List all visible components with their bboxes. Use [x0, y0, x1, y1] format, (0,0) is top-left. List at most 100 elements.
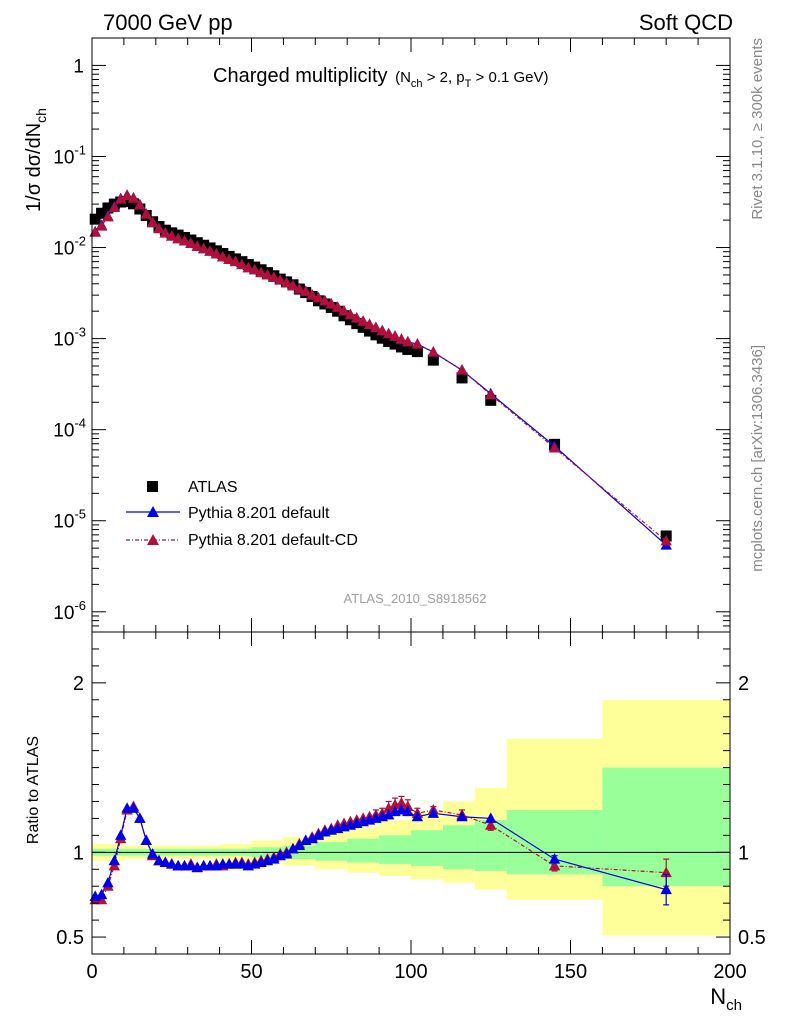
- ratio-default-point: [127, 802, 140, 813]
- cd-point: [159, 227, 172, 238]
- atlas-point: [121, 196, 133, 208]
- cd-point: [217, 250, 229, 262]
- legend-marker-default: [147, 506, 159, 517]
- atlas-point: [383, 335, 395, 347]
- cd-point: [236, 258, 248, 270]
- energy-label: 7000 GeV pp: [103, 10, 233, 35]
- ratio-y-tick-labels: 0.5 0.5 1 1 2 2: [56, 673, 766, 949]
- cd-point: [427, 346, 440, 357]
- cd-point: [134, 199, 146, 210]
- legend-marker-atlas: [147, 481, 158, 492]
- cd-point: [370, 321, 382, 333]
- cd-point: [178, 234, 191, 246]
- uncertainty-band-inner: [379, 835, 411, 865]
- atlas-point: [376, 332, 388, 344]
- cd-point: [95, 220, 108, 231]
- cd-point: [376, 324, 388, 336]
- atlas-point: [96, 207, 108, 219]
- atlas-point: [389, 338, 401, 350]
- legend: ATLAS Pythia 8.201 default Pythia 8.201 …: [126, 479, 358, 549]
- cd-point: [108, 201, 121, 213]
- ratio-x-tick-labels: 0 50 100 150 200: [86, 961, 746, 983]
- cd-point: [261, 268, 274, 280]
- atlas-point: [351, 318, 363, 330]
- cd-point: [102, 210, 114, 222]
- cd-point: [456, 364, 468, 375]
- cd-point: [331, 301, 344, 312]
- ratio-default-point: [402, 805, 414, 817]
- cd-point: [411, 338, 424, 349]
- atlas-point: [411, 346, 423, 358]
- x-tick-label: 200: [713, 961, 746, 983]
- cd-point: [223, 253, 235, 264]
- cd-point: [121, 189, 133, 201]
- cd-point: [191, 240, 203, 251]
- ratio-default-point: [268, 853, 280, 864]
- main-y-axis-label: 1/σ dσ/dNch: [23, 108, 49, 212]
- atlas-point: [364, 325, 376, 337]
- ratio-default-point: [411, 810, 424, 822]
- mcplots-info: mcplots.cern.ch [arXiv:1306.3436]: [749, 345, 766, 572]
- ratio-panel: 0.5 0.51 12 2 0 50 100 150 200 Ratio to ATLAS N…: [25, 631, 766, 1014]
- ratio-default-point: [236, 858, 248, 869]
- legend-entry-atlas: ATLAS: [147, 479, 238, 496]
- ratio-default-point: [485, 812, 497, 823]
- main-y-tick-label: 10-3: [53, 325, 86, 351]
- ratio-default-point: [660, 883, 672, 895]
- legend-label-default: Pythia 8.201 default: [188, 505, 330, 522]
- ratio-default-point: [395, 803, 408, 815]
- legend-entry-cd: Pythia 8.201 default-CD: [126, 532, 358, 549]
- ratio-default-point: [306, 832, 318, 844]
- ratio-default-point: [146, 848, 159, 859]
- ratio-y-tick-label: 2: [73, 673, 84, 695]
- cd-point: [548, 441, 561, 453]
- cd-point: [325, 297, 337, 309]
- cd-point: [402, 335, 414, 347]
- main-y-tick-label: 10-4: [53, 416, 86, 442]
- cd-point: [280, 276, 293, 288]
- cd-point: [312, 291, 325, 303]
- cd-point: [146, 216, 159, 228]
- legend-label-atlas: ATLAS: [188, 479, 238, 496]
- ratio-plot-area: [89, 699, 730, 936]
- cd-point: [389, 330, 401, 341]
- ratio-y-axis-label: Ratio to ATLAS: [25, 736, 42, 844]
- ratio-default-point: [312, 829, 325, 840]
- cd-point: [382, 327, 395, 339]
- uncertainty-band-inner: [411, 830, 443, 866]
- ratio-default-point: [102, 876, 114, 888]
- cd-point: [153, 222, 165, 234]
- cd-point: [287, 279, 299, 291]
- main-y-tick-label: 10-2: [53, 234, 86, 260]
- cd-point: [197, 242, 210, 254]
- atlas-point: [338, 310, 350, 322]
- cd-point: [115, 193, 127, 204]
- ratio-y-tick-label-right: 2: [738, 673, 749, 695]
- main-y-tick-labels: 1 10-1 10-2 10-3 10-4 10-5 10-6: [53, 56, 86, 623]
- main-y-ticks: [92, 37, 730, 633]
- atlas-point: [127, 198, 139, 210]
- atlas-point: [370, 329, 382, 341]
- ratio-default-point: [95, 888, 108, 900]
- ratio-y-tick-label-right: 1: [738, 842, 749, 864]
- x-tick-label: 0: [86, 961, 97, 983]
- x-tick-label: 50: [240, 961, 262, 983]
- ratio-cd-point: [395, 797, 408, 808]
- process-label: Soft QCD: [639, 10, 733, 35]
- ratio-default-point: [382, 809, 395, 820]
- ratio-default-point: [185, 859, 197, 871]
- atlas-point: [89, 213, 101, 225]
- atlas-point: [102, 202, 114, 214]
- ratio-default-point: [293, 839, 306, 851]
- uncertainty-band-inner: [315, 842, 348, 861]
- ratio-y-tick-label: 1: [73, 842, 84, 864]
- main-y-tick-label: 10-6: [53, 598, 86, 624]
- legend-marker-cd: [147, 534, 159, 545]
- ratio-default-point: [287, 842, 299, 854]
- ratio-y-ticks: [92, 648, 730, 938]
- analysis-watermark: ATLAS_2010_S8918562: [344, 591, 487, 606]
- x-tick-label: 150: [554, 961, 587, 983]
- ratio-y-tick-label-right: 0.5: [738, 927, 766, 949]
- cd-point: [660, 534, 672, 546]
- cd-point: [319, 294, 331, 306]
